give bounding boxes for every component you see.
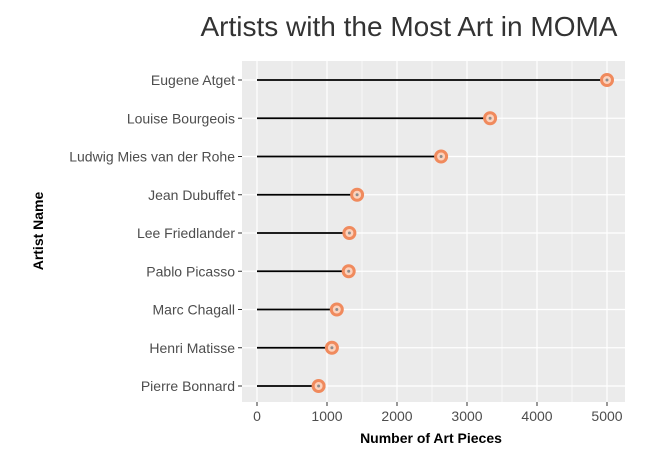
stems [257,79,607,387]
category-label: Eugene Atget [151,72,235,88]
category-label: Pierre Bonnard [141,378,235,394]
x-tick-label: 2000 [381,408,412,424]
category-labels: Eugene Atget Louise Bourgeois Ludwig Mies … [69,72,235,394]
x-tick-label: 1000 [311,408,342,424]
plot-panel [242,61,625,402]
chart-title: Artists with the Most Art in MOMA [201,11,618,42]
data-point-center [317,384,321,388]
x-tick-label: 3000 [451,408,482,424]
category-label: Henri Matisse [149,340,235,356]
category-label: Lee Friedlander [137,225,235,241]
data-point-center [347,231,351,235]
x-axis-ticks: 0 1000 2000 3000 4000 5000 [238,79,623,424]
data-point-center [335,308,339,311]
y-axis-title: Artist Name [30,192,46,271]
category-label: Louise Bourgeois [127,110,235,126]
x-tick-label: 4000 [521,408,552,424]
data-point-center [605,78,609,82]
x-axis-title: Number of Art Pieces [360,430,502,446]
data-point-center [330,346,334,350]
category-label: Marc Chagall [153,302,235,318]
x-tick-label: 0 [253,408,261,424]
category-label: Jean Dubuffet [148,187,235,203]
data-point-center [488,116,492,120]
data-point-center [355,193,359,197]
x-tick-label: 5000 [591,408,622,424]
data-point-center [439,155,443,158]
data-point-center [347,269,351,273]
category-label: Pablo Picasso [146,263,235,279]
category-label: Ludwig Mies van der Rohe [69,149,235,165]
markers [311,73,614,393]
